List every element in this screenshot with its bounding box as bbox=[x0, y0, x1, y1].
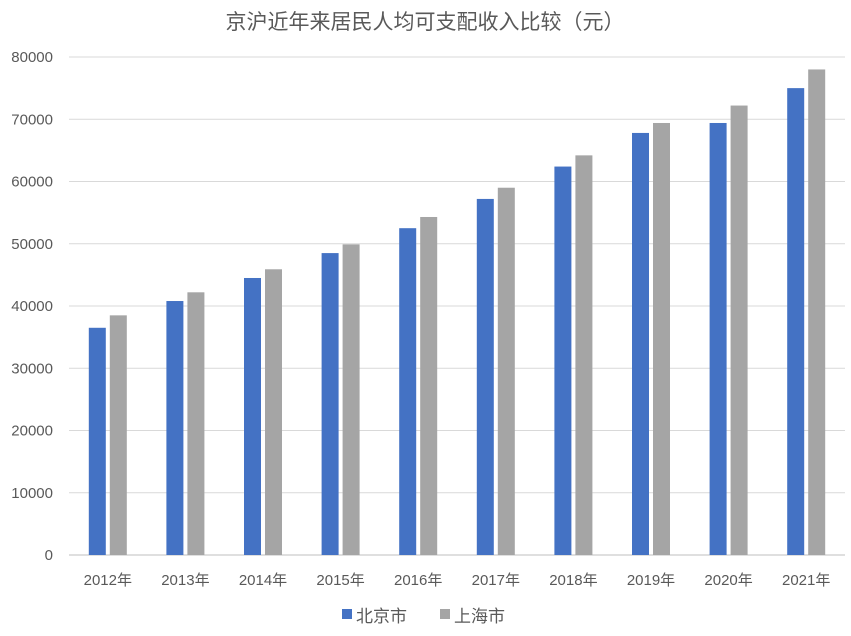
bar-shanghai bbox=[497, 187, 515, 555]
y-tick-label: 40000 bbox=[11, 298, 53, 315]
bar-beijing bbox=[244, 277, 261, 555]
bar-beijing bbox=[321, 253, 339, 555]
bar-shanghai bbox=[653, 122, 670, 556]
y-tick-label: 30000 bbox=[11, 360, 53, 377]
x-tick-label: 2018年 bbox=[549, 572, 597, 589]
bar-beijing bbox=[632, 132, 649, 555]
bar-beijing bbox=[787, 88, 805, 555]
bar-beijing bbox=[166, 301, 184, 555]
gridlines bbox=[69, 56, 845, 556]
bars bbox=[88, 69, 826, 556]
y-tick-label: 50000 bbox=[11, 236, 53, 253]
y-tick-label: 80000 bbox=[11, 49, 53, 66]
x-tick-label: 2021年 bbox=[782, 572, 830, 589]
x-tick-label: 2020年 bbox=[704, 572, 752, 589]
y-tick-label: 60000 bbox=[11, 174, 53, 191]
bar-shanghai bbox=[109, 315, 127, 555]
bar-beijing bbox=[554, 166, 572, 555]
x-tick-label: 2015年 bbox=[316, 572, 364, 589]
y-tick-label: 70000 bbox=[11, 111, 53, 128]
x-tick-label: 2014年 bbox=[239, 572, 287, 589]
bar-beijing bbox=[399, 228, 417, 555]
legend-label: 北京市 bbox=[356, 607, 407, 626]
bar-shanghai bbox=[187, 292, 205, 555]
bar-shanghai bbox=[265, 269, 282, 555]
x-axis-tick-labels: 2012年 2013年 2014年 2015年 2016年 2017年 2018年 2019年… bbox=[84, 572, 831, 589]
y-tick-label: 0 bbox=[45, 547, 53, 564]
bar-shanghai bbox=[575, 155, 593, 556]
y-axis-tick-labels: 0 10000 20000 30000 40000 50000 60000 70000 8000… bbox=[11, 49, 53, 564]
bar-shanghai bbox=[342, 244, 360, 555]
bar-beijing bbox=[709, 122, 727, 556]
chart-title: 京沪近年来居民人均可支配收入比较（元） bbox=[226, 11, 625, 34]
x-tick-label: 2013年 bbox=[161, 572, 209, 589]
bar-beijing bbox=[476, 198, 494, 555]
bar-beijing bbox=[88, 327, 106, 555]
bar-shanghai bbox=[730, 105, 748, 556]
bar-shanghai bbox=[808, 69, 826, 555]
legend: 北京市 上海市 bbox=[342, 607, 505, 626]
x-tick-label: 2019年 bbox=[627, 572, 675, 589]
legend-label: 上海市 bbox=[454, 607, 505, 626]
legend-swatch bbox=[440, 609, 450, 619]
x-tick-label: 2017年 bbox=[472, 572, 520, 589]
y-tick-label: 10000 bbox=[11, 485, 53, 502]
bar-shanghai bbox=[420, 216, 438, 556]
legend-swatch bbox=[342, 609, 352, 619]
x-tick-label: 2016年 bbox=[394, 572, 442, 589]
y-tick-label: 20000 bbox=[11, 423, 53, 440]
x-tick-label: 2012年 bbox=[84, 572, 132, 589]
